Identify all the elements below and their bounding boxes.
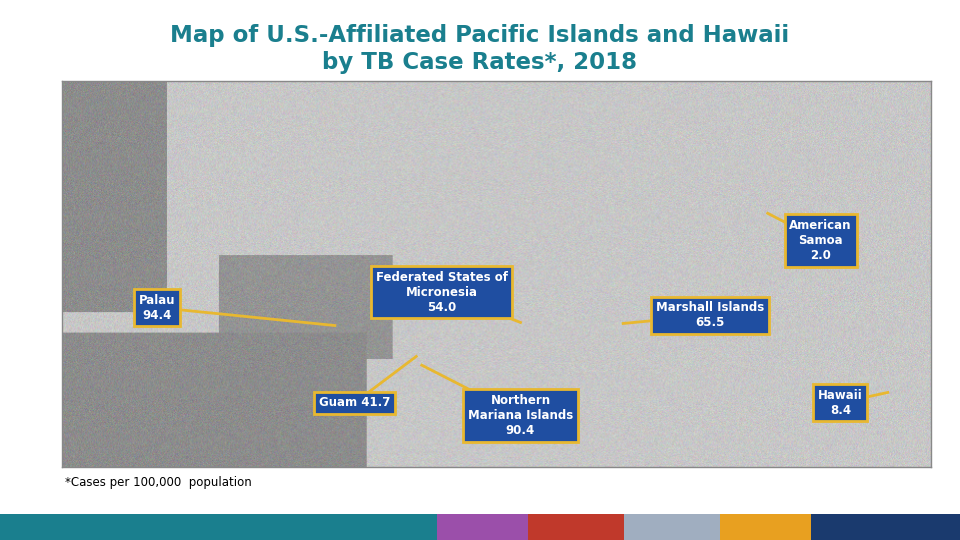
Text: Map of U.S.-Affiliated Pacific Islands and Hawaii: Map of U.S.-Affiliated Pacific Islands a… — [171, 24, 789, 46]
Bar — [437, 514, 528, 540]
Bar — [624, 514, 720, 540]
Text: by TB Case Rates*, 2018: by TB Case Rates*, 2018 — [323, 51, 637, 73]
Text: American
Samoa
2.0: American Samoa 2.0 — [789, 219, 852, 262]
Bar — [811, 514, 960, 540]
Text: Guam 41.7: Guam 41.7 — [319, 396, 391, 409]
Text: *Cases per 100,000  population: *Cases per 100,000 population — [65, 476, 252, 489]
Text: Federated States of
Micronesia
54.0: Federated States of Micronesia 54.0 — [375, 271, 508, 314]
Bar — [0, 514, 437, 540]
Bar — [720, 514, 811, 540]
Text: Palau
94.4: Palau 94.4 — [139, 294, 176, 321]
Text: Northern
Mariana Islands
90.4: Northern Mariana Islands 90.4 — [468, 394, 573, 437]
Text: Hawaii
8.4: Hawaii 8.4 — [818, 389, 863, 417]
Bar — [528, 514, 624, 540]
Text: Marshall Islands
65.5: Marshall Islands 65.5 — [656, 301, 764, 329]
